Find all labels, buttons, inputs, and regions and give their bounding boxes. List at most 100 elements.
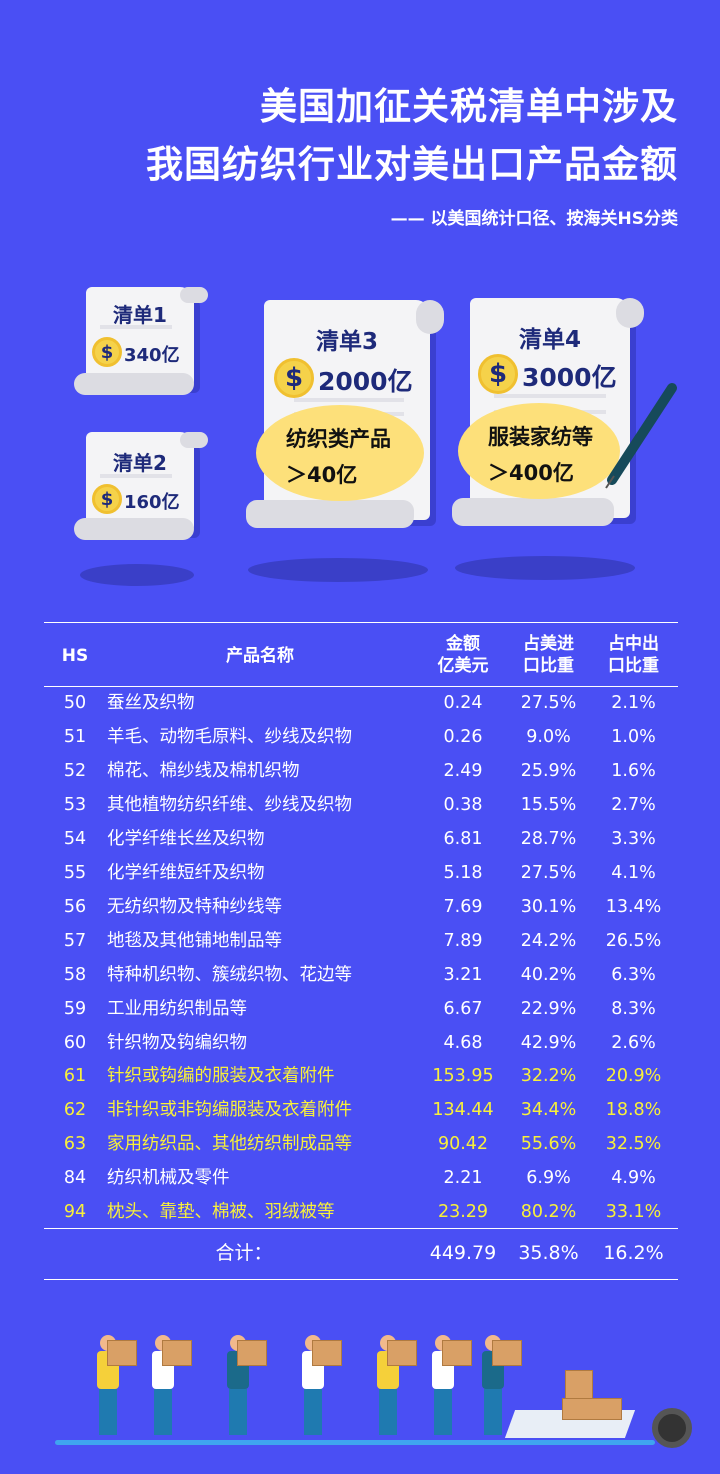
amount: 7.89 bbox=[443, 930, 483, 951]
amount: 3.21 bbox=[443, 964, 483, 985]
list-4-note-text: 服装家纺等 bbox=[488, 425, 593, 449]
cn-export-share: 18.8% bbox=[605, 1100, 662, 1121]
table-bottom-rule bbox=[44, 1279, 678, 1280]
total-label: 合计： bbox=[215, 1242, 273, 1264]
header-hs: HS bbox=[61, 646, 89, 666]
us-import-share: 34.4% bbox=[520, 1100, 577, 1121]
amount: 0.38 bbox=[443, 794, 483, 815]
cn-export-share: 2.7% bbox=[611, 794, 656, 815]
product-name: 蚕丝及织物 bbox=[107, 693, 195, 713]
list-4-label: 清单4 bbox=[518, 327, 581, 353]
hs-code: 84 bbox=[63, 1168, 87, 1189]
dollar-coin-icon: $ bbox=[478, 354, 518, 394]
header-name: 产品名称 bbox=[226, 646, 294, 666]
shadow bbox=[248, 558, 428, 582]
us-import-share: 27.5% bbox=[520, 693, 577, 713]
cn-export-share: 3.3% bbox=[611, 828, 656, 849]
table-total-row: 合计： 449.79 35.8% 16.2% bbox=[44, 1236, 678, 1270]
cn-export-share: 20.9% bbox=[605, 1066, 662, 1087]
us-import-share: 27.5% bbox=[520, 862, 577, 883]
table-row: 84 纺织机械及零件 2.21 6.9% 4.9% bbox=[44, 1161, 678, 1195]
product-name: 地毯及其他铺地制品等 bbox=[107, 930, 282, 951]
header-us-share: 占美进 口比重 bbox=[523, 634, 574, 676]
amount: 2.21 bbox=[443, 1168, 483, 1189]
amount: 0.26 bbox=[443, 726, 483, 747]
pen-icon bbox=[605, 383, 677, 489]
title-line-2: 我国纺织行业对美出口产品金额 bbox=[146, 143, 678, 186]
amount: 153.95 bbox=[432, 1066, 494, 1087]
table-row: 55 化学纤维短纤及织物 5.18 27.5% 4.1% bbox=[44, 856, 678, 890]
hs-code: 63 bbox=[63, 1134, 87, 1155]
table-row: 51 羊毛、动物毛原料、纱线及织物 0.26 9.0% 1.0% bbox=[44, 720, 678, 754]
box bbox=[562, 1398, 622, 1420]
product-name: 特种机织物、簇绒织物、花边等 bbox=[107, 964, 352, 985]
box bbox=[162, 1340, 192, 1366]
hs-code: 59 bbox=[63, 998, 87, 1019]
cn-export-share: 33.1% bbox=[605, 1202, 662, 1223]
table-row: 54 化学纤维长丝及织物 6.81 28.7% 3.3% bbox=[44, 822, 678, 856]
table-row: 56 无纺织物及特种纱线等 7.69 30.1% 13.4% bbox=[44, 890, 678, 924]
list-4-amount: 3000亿 bbox=[522, 363, 617, 392]
table-row: 58 特种机织物、簇绒织物、花边等 3.21 40.2% 6.3% bbox=[44, 958, 678, 992]
amount: 0.24 bbox=[443, 693, 483, 713]
table-total-rule bbox=[44, 1228, 678, 1229]
subtitle: —— 以美国统计口径、按海关HS分类 bbox=[390, 209, 678, 229]
table-row: 60 针织物及钩编织物 4.68 42.9% 2.6% bbox=[44, 1026, 678, 1060]
box bbox=[107, 1340, 137, 1366]
list-4-note: 服装家纺等 ＞400亿 bbox=[458, 403, 620, 499]
list-3-amount: 2000亿 bbox=[318, 367, 413, 396]
hs-code: 62 bbox=[63, 1100, 87, 1121]
product-name: 无纺织物及特种纱线等 bbox=[107, 896, 282, 917]
hs-code: 61 bbox=[63, 1066, 87, 1087]
list-3-label: 清单3 bbox=[315, 329, 378, 355]
wheel-icon bbox=[652, 1408, 692, 1448]
table-row: 53 其他植物纺织纤维、纱线及织物 0.38 15.5% 2.7% bbox=[44, 788, 678, 822]
hs-code: 54 bbox=[63, 828, 87, 849]
hs-code: 52 bbox=[63, 760, 87, 781]
hs-code: 55 bbox=[63, 862, 87, 883]
list-1-label: 清单1 bbox=[113, 303, 167, 327]
us-import-share: 32.2% bbox=[520, 1066, 577, 1087]
amount: 134.44 bbox=[432, 1100, 494, 1121]
amount: 5.18 bbox=[443, 862, 483, 883]
cn-export-share: 6.3% bbox=[611, 964, 656, 985]
hs-code: 94 bbox=[63, 1202, 87, 1223]
us-import-share: 80.2% bbox=[520, 1202, 577, 1223]
header-cn-share: 占中出 口比重 bbox=[608, 634, 659, 676]
shadow bbox=[80, 564, 194, 586]
list-3-note: 纺织类产品 ＞40亿 bbox=[256, 405, 424, 501]
header-amount: 金额 亿美元 bbox=[437, 634, 489, 676]
dollar-coin-icon: $ bbox=[92, 337, 122, 367]
us-import-share: 25.9% bbox=[520, 760, 577, 781]
product-name: 针织或钩编的服装及衣着附件 bbox=[107, 1066, 335, 1087]
product-name: 纺织机械及零件 bbox=[107, 1168, 230, 1189]
cn-export-share: 1.6% bbox=[611, 760, 656, 781]
table-row: 52 棉花、棉纱线及棉机织物 2.49 25.9% 1.6% bbox=[44, 754, 678, 788]
product-name: 枕头、靠垫、棉被、羽绒被等 bbox=[107, 1202, 335, 1223]
ground-line bbox=[55, 1440, 655, 1445]
us-import-share: 15.5% bbox=[520, 794, 577, 815]
amount: 2.49 bbox=[443, 760, 483, 781]
hs-code: 58 bbox=[63, 964, 87, 985]
cn-export-share: 4.1% bbox=[611, 862, 656, 883]
list-2-scroll: 清单2 $ 160亿 bbox=[74, 432, 208, 540]
us-import-share: 22.9% bbox=[520, 998, 577, 1019]
table-row: 59 工业用纺织制品等 6.67 22.9% 8.3% bbox=[44, 992, 678, 1026]
dollar-coin-icon: $ bbox=[92, 484, 122, 514]
box bbox=[442, 1340, 472, 1366]
cn-export-share: 4.9% bbox=[611, 1168, 656, 1189]
cn-export-share: 2.1% bbox=[611, 693, 656, 713]
box bbox=[237, 1340, 267, 1366]
amount: 23.29 bbox=[437, 1202, 489, 1223]
cn-export-share: 32.5% bbox=[605, 1134, 662, 1155]
table-row: 63 家用纺织品、其他纺织制成品等 90.42 55.6% 32.5% bbox=[44, 1127, 678, 1161]
product-name: 羊毛、动物毛原料、纱线及织物 bbox=[107, 726, 352, 747]
total-amount: 449.79 bbox=[429, 1242, 497, 1264]
list-1-amount: 340亿 bbox=[124, 345, 180, 366]
cn-export-share: 13.4% bbox=[605, 896, 662, 917]
list-3-note-text: 纺织类产品 bbox=[286, 427, 391, 451]
list-2-label: 清单2 bbox=[113, 451, 167, 475]
hs-code: 57 bbox=[63, 930, 87, 951]
total-cn-share: 16.2% bbox=[603, 1242, 664, 1264]
product-name: 其他植物纺织纤维、纱线及织物 bbox=[107, 794, 352, 815]
